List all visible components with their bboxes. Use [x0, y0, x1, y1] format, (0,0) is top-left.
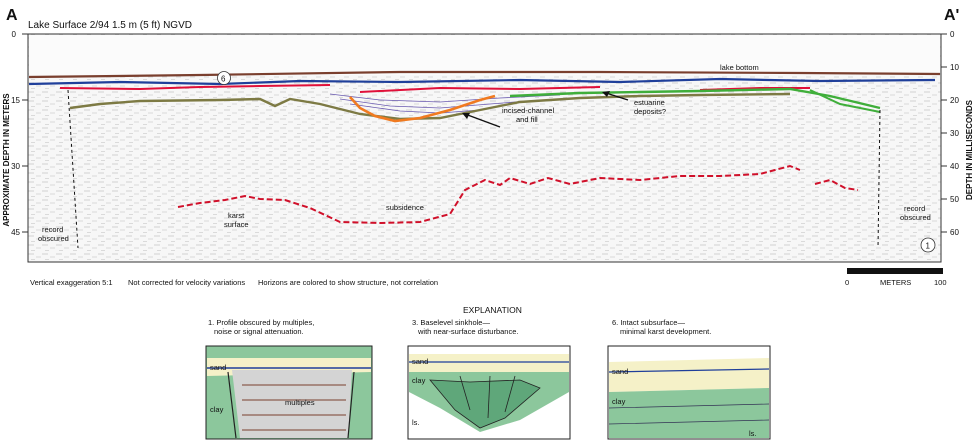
record-left-1: record: [42, 225, 63, 234]
panel-2-sand: [409, 354, 569, 372]
left-axis-title: APPROXIMATE DEPTH IN METERS: [2, 93, 11, 227]
lake-bottom-label: lake bottom: [720, 63, 759, 72]
section-label-right: A': [944, 7, 959, 24]
red-horizon-right: [699, 87, 810, 91]
panel-1-edge-right: [347, 371, 355, 439]
panel-2-fault: [459, 375, 471, 411]
explanation-panel-3: 6. Intact subsurface— minimal karst deve…: [607, 318, 771, 440]
estuarine-label-2: deposits?: [634, 107, 666, 116]
explanation-title: EXPLANATION: [463, 305, 522, 315]
scale-bar-start: 0: [845, 278, 849, 287]
olive-horizon: [69, 92, 791, 121]
marker-6-label: 6: [221, 75, 226, 84]
section-label-left: A: [6, 7, 18, 24]
panel-1-sand-label: sand: [210, 363, 226, 372]
green-horizon-lower: [809, 89, 881, 113]
incised-label-1: incised-channel: [502, 106, 554, 115]
estuarine-arrow: [605, 92, 629, 101]
panel-3-caption-1: 6. Intact subsurface—: [612, 318, 685, 327]
lake-bottom-reflector: [28, 70, 941, 79]
marker-1-label: 1: [926, 242, 931, 251]
right-axis-title: DEPTH IN MILLISECONDS: [965, 99, 974, 200]
scale-bar: 0 METERS 100: [845, 268, 947, 287]
panel-3-sand-label: sand: [612, 367, 628, 376]
blue-horizon: [28, 77, 936, 86]
note-horizons: Horizons are colored to show structure, …: [258, 278, 438, 287]
red-horizon-left: [59, 84, 331, 91]
fill-layer: [339, 98, 541, 109]
right-tick-0: 0: [950, 30, 955, 39]
panel-1-caption-1: 1. Profile obscured by multiples,: [208, 318, 314, 327]
panel-3-blue-line: [608, 368, 770, 373]
water-column: [29, 35, 940, 75]
lake-surface-label: Lake Surface 2/94 1.5 m (5 ft) NGVD: [28, 20, 192, 31]
estuarine-arrowhead: [602, 91, 610, 97]
fill-layer: [329, 93, 561, 103]
panel-3-layer: [608, 403, 770, 409]
scale-bar-end: 100: [934, 278, 947, 287]
scale-bar-bar: [847, 268, 943, 274]
left-tick-30: 30: [11, 162, 20, 171]
panel-1-multiples-label: multiples: [285, 398, 315, 407]
obscured-boundary-right: [877, 109, 881, 249]
red-horizon-mid: [359, 86, 601, 93]
panel-3-layer: [608, 419, 770, 425]
incised-arrowhead: [462, 113, 470, 119]
karst-surface-dashed: [177, 164, 801, 225]
panel-2-clay-label: clay: [412, 376, 426, 385]
incised-channel: [349, 94, 496, 123]
panel-3-clay: [609, 388, 769, 438]
record-left-2: obscured: [38, 234, 69, 243]
panel-1-edge-left: [227, 371, 237, 439]
panel-1-caption-2: noise or signal attenuation.: [214, 327, 304, 336]
right-tick-20: 20: [950, 96, 959, 105]
incised-label-2: and fill: [516, 115, 538, 124]
panel-2-ls-label: ls.: [412, 418, 420, 427]
left-tick-0: 0: [12, 30, 17, 39]
record-right-2: obscured: [900, 213, 931, 222]
record-right-1: record: [904, 204, 925, 213]
left-tick-15: 15: [11, 96, 20, 105]
karst-label-2: surface: [224, 220, 249, 229]
panel-1-multiples-zone: [232, 370, 352, 438]
panel-2-sinkhole: [429, 379, 541, 429]
panel-2-caption-2: with near-surface disturbance.: [417, 327, 518, 336]
right-tick-10: 10: [950, 63, 959, 72]
right-tick-50: 50: [950, 195, 959, 204]
right-tick-40: 40: [950, 162, 959, 171]
panel-2-caption-1: 3. Baselevel sinkhole—: [412, 318, 490, 327]
explanation-panel-1: 1. Profile obscured by multiples, noise …: [205, 318, 373, 440]
note-vertical-exaggeration: Vertical exaggeration 5:1: [30, 278, 113, 287]
left-tick-45: 45: [11, 228, 20, 237]
panel-1-clay-label: clay: [210, 405, 224, 414]
panel-2-sand-label: sand: [412, 357, 428, 366]
karst-label-1: karst: [228, 211, 245, 220]
panel-2-fault: [487, 375, 491, 419]
green-horizon: [509, 87, 881, 110]
estuarine-label-1: estuarine: [634, 98, 665, 107]
panel-3-clay-label: clay: [612, 397, 626, 406]
subsidence-label: subsidence: [386, 203, 424, 212]
explanation-panel-2: 3. Baselevel sinkhole— with near-surface…: [407, 318, 571, 440]
panel-3-sand: [609, 358, 769, 392]
panel-3-ls-label: ls.: [749, 429, 757, 438]
scale-bar-label: METERS: [880, 278, 911, 287]
fill-layer: [349, 103, 481, 114]
note-velocity: Not corrected for velocity variations: [128, 278, 245, 287]
marker-6: [217, 71, 231, 85]
obscured-boundary-left: [67, 89, 79, 249]
right-tick-30: 30: [950, 129, 959, 138]
panel-2-fault: [504, 375, 516, 413]
karst-surface-right: [814, 178, 859, 191]
seismic-profile: lake bottom 6 incised-channel and fill e…: [27, 33, 942, 263]
marker-1: [920, 237, 936, 253]
right-axis: 0 10 20 30 40 50 60 DEPTH IN MILLISECOND…: [941, 30, 974, 237]
right-tick-60: 60: [950, 228, 959, 237]
incised-arrow: [464, 113, 501, 128]
panel-3-caption-2: minimal karst development.: [620, 327, 711, 336]
left-axis: 0 15 30 45 APPROXIMATE DEPTH IN METERS: [2, 30, 28, 237]
